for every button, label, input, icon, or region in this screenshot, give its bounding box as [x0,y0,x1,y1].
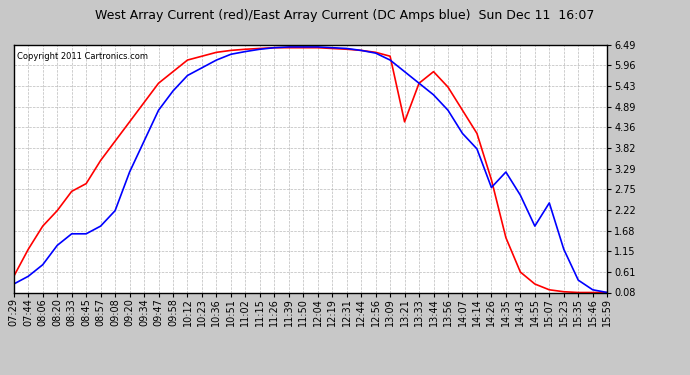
Text: West Array Current (red)/East Array Current (DC Amps blue)  Sun Dec 11  16:07: West Array Current (red)/East Array Curr… [95,9,595,22]
Text: Copyright 2011 Cartronics.com: Copyright 2011 Cartronics.com [17,53,148,62]
